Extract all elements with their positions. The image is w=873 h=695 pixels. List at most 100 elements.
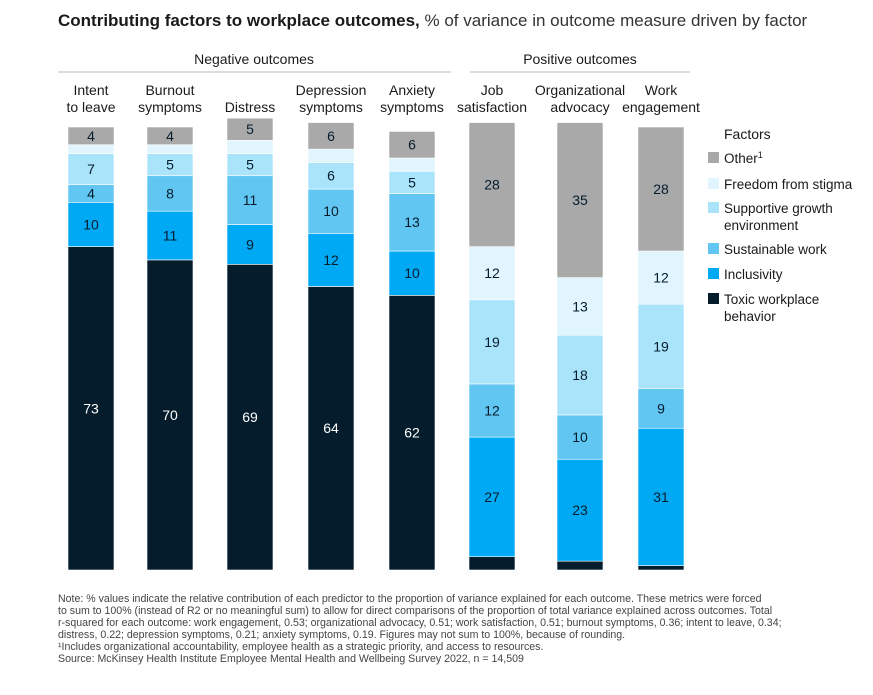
bar-value-label: 6 [408, 137, 416, 153]
chart-title: Contributing factors to workplace outcom… [58, 11, 807, 31]
legend-label: Inclusivity [724, 267, 783, 282]
bar-segment [637, 427, 685, 566]
bar-segment [637, 388, 685, 429]
bar-value-label: 62 [404, 425, 420, 441]
bar-segment [556, 458, 604, 562]
legend-swatch [708, 152, 719, 163]
bar-value-label: 5 [246, 121, 254, 137]
legend-swatch [708, 268, 719, 279]
bar-value-label: 27 [484, 489, 500, 505]
bar-segment [146, 259, 194, 571]
legend-swatch [708, 202, 719, 213]
bar-segment [307, 188, 355, 234]
category-label: Job satisfaction [457, 82, 527, 115]
bar-segment [67, 246, 115, 571]
bar-value-label: 5 [246, 157, 254, 173]
bar-segment [146, 175, 194, 212]
legend-title: Factors [724, 126, 771, 142]
footnote-line: to sum to 100% (instead of R2 or no mean… [58, 605, 773, 618]
bar-value-label: 13 [404, 214, 420, 230]
bar-value-label: 4 [166, 128, 174, 144]
bar-value-label: 28 [653, 181, 669, 197]
bar-segment [146, 210, 194, 261]
bar-segment [67, 144, 115, 154]
legend-swatch [708, 243, 719, 254]
bar-segment [226, 264, 274, 571]
bar-value-label: 70 [162, 407, 178, 423]
bar-value-label: 12 [484, 265, 500, 281]
stacked-bar-chart: Negative outcomes Positive outcomes Inte… [58, 51, 853, 571]
bar-segment [468, 122, 516, 247]
legend-label: Supportive growth environment [724, 201, 833, 233]
bar-segment [307, 122, 355, 150]
category-label: Intent to leave [66, 82, 115, 115]
category-label: Anxiety symptoms [380, 82, 444, 115]
bar-segment [307, 162, 355, 190]
bar-segment [637, 250, 685, 305]
bar-segment [67, 153, 115, 185]
bar-segment [388, 131, 436, 159]
bar-value-label: 13 [572, 298, 588, 314]
bars-layer: Intent to leave Burnout symptoms Distress Dep… [66, 82, 700, 571]
bar-value-label: 18 [572, 367, 588, 383]
category-label: Distress [225, 99, 276, 115]
bar-value-label: 5 [166, 157, 174, 173]
footnote-line: Source: McKinsey Health Institute Employ… [58, 653, 524, 666]
bar-segment [388, 157, 436, 172]
bar-value-label: 10 [572, 429, 588, 445]
bar-segment [556, 122, 604, 278]
bar-value-label: 12 [323, 252, 339, 268]
bar-segment [146, 144, 194, 154]
bar-value-label: 5 [408, 174, 416, 190]
bar-segment [468, 299, 516, 385]
category-label: Depression symptoms [296, 82, 367, 115]
bar-segment [388, 295, 436, 571]
bar-segment [637, 126, 685, 252]
bar-value-label: 64 [323, 420, 339, 436]
bar-segment [307, 148, 355, 163]
bar-segment [468, 556, 516, 571]
footnote-line: Note: % values indicate the relative con… [58, 593, 762, 605]
bar-value-label: 19 [484, 334, 500, 350]
group-label-positive: Positive outcomes [523, 51, 637, 67]
bar-value-label: 35 [572, 192, 588, 208]
bar-value-label: 10 [323, 203, 339, 219]
bar-value-label: 11 [163, 228, 178, 244]
footnote-line: ¹Includes organizational accountability,… [58, 641, 544, 654]
bar-value-label: 12 [484, 403, 500, 419]
legend-label: Freedom from stigma [724, 177, 853, 192]
legend-label: Other1 [724, 150, 763, 166]
chart-title-bold: Contributing factors to workplace outcom… [58, 11, 420, 30]
bar-segment [637, 565, 685, 571]
bar-segment [226, 175, 274, 225]
bar-value-label: 10 [83, 216, 99, 232]
bar-segment [468, 383, 516, 438]
bar-value-label: 4 [87, 128, 95, 144]
bar-value-label: 73 [83, 400, 99, 416]
bar-segment [388, 193, 436, 252]
bar-segment [226, 224, 274, 265]
legend-swatch [708, 293, 719, 304]
bar-segment [146, 126, 194, 146]
bar-segment [556, 277, 604, 336]
footnote-line: distress, 0.22; depression symptoms, 0.2… [58, 629, 626, 642]
bar-value-label: 4 [87, 185, 95, 201]
bar-segment [468, 436, 516, 558]
bar-value-label: 9 [246, 236, 254, 252]
bar-value-label: 69 [242, 409, 258, 425]
bar-value-label: 11 [243, 192, 258, 208]
bar-value-label: 8 [166, 185, 174, 201]
footnote: Note: % values indicate the relative con… [58, 593, 848, 666]
bar-value-label: 23 [572, 502, 588, 518]
bar-value-label: 12 [653, 270, 669, 286]
footnote-line: r-squared for each outcome: work engagem… [58, 617, 782, 630]
legend-label: Sustainable work [724, 242, 827, 257]
legend-label: Toxic workplace behavior [724, 292, 819, 324]
bar-value-label: 28 [484, 177, 500, 193]
legend-swatch [708, 178, 719, 189]
legend: Factors Other1 Freedom from stigma Support… [708, 126, 853, 324]
bar-segment [226, 117, 274, 141]
bar-value-label: 6 [327, 168, 335, 184]
chart-title-subtitle: % of variance in outcome measure driven … [424, 11, 808, 30]
bar-value-label: 9 [657, 400, 665, 416]
